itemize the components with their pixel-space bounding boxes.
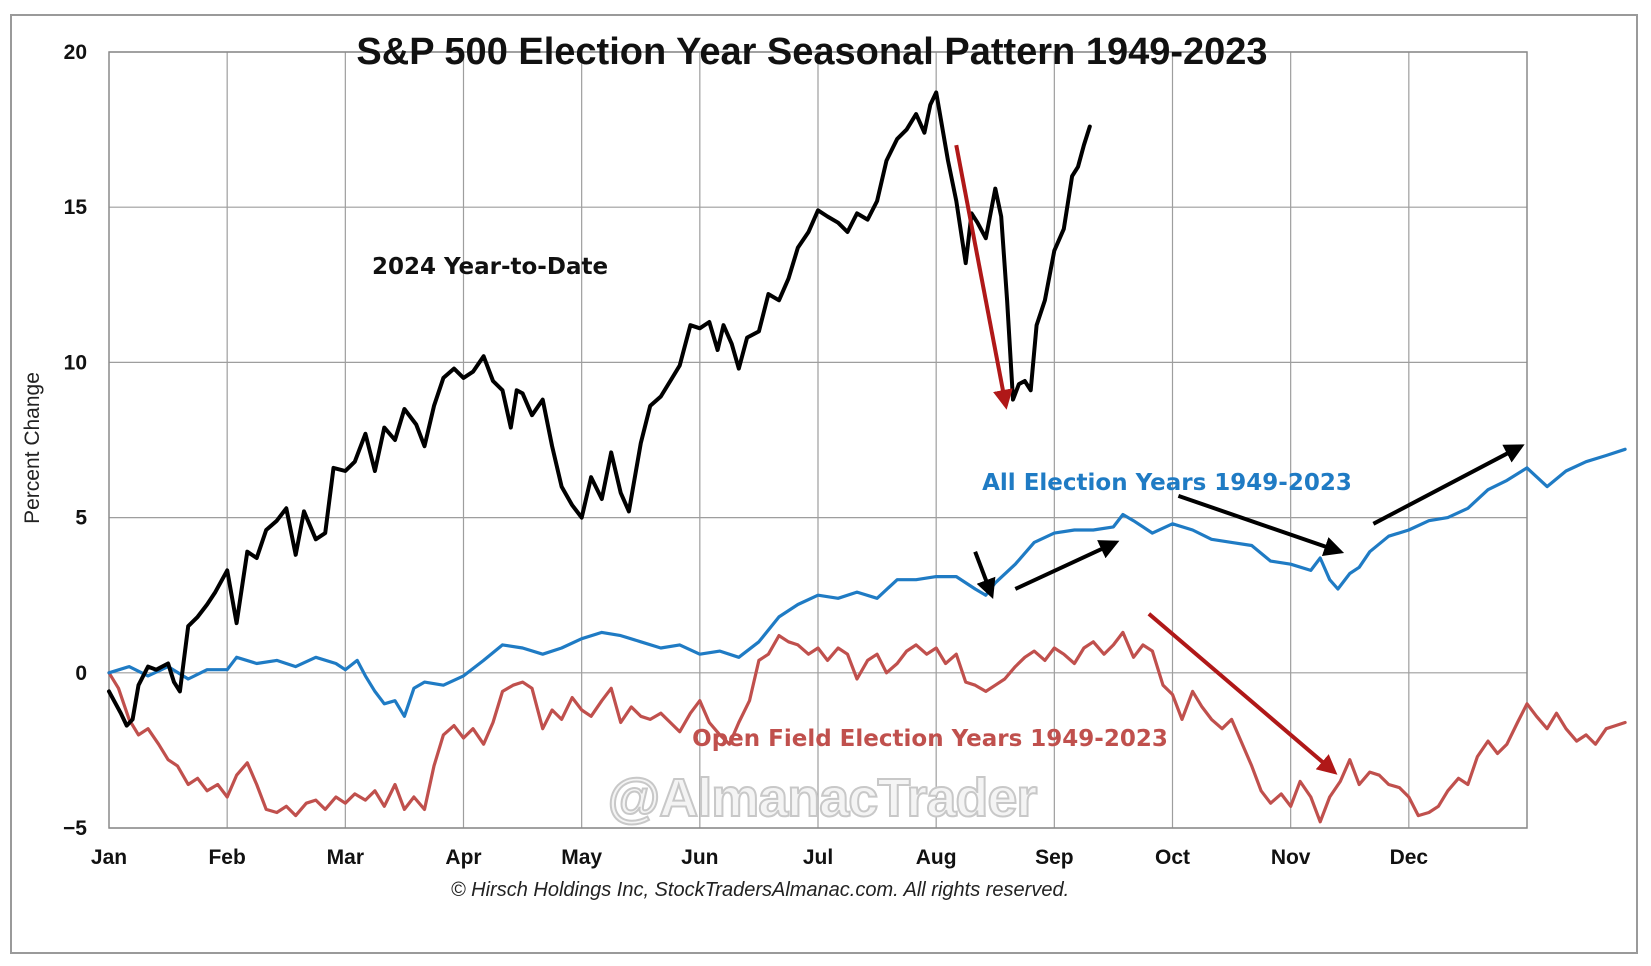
series-label-all-election: All Election Years 1949-2023 [982, 470, 1352, 496]
black-arrow [1372, 444, 1525, 526]
watermark-layer: @AlmanacTrader [607, 767, 1040, 829]
series-label-2024: 2024 Year-to-Date [372, 254, 608, 280]
x-tick-label: Dec [1390, 846, 1429, 869]
y-axis-label: Percent Change [21, 372, 44, 524]
x-tick-label: Aug [916, 846, 957, 869]
watermark-text: @AlmanacTrader [608, 768, 1038, 828]
y-tick-label: −5 [63, 817, 87, 840]
y-tick-label: 15 [64, 196, 88, 219]
grid-layer [108, 51, 1528, 829]
black-arrow [1014, 540, 1120, 591]
x-tick-label: May [561, 846, 602, 869]
red-arrow [1147, 612, 1338, 775]
chart-title: S&P 500 Election Year Seasonal Pattern 1… [356, 31, 1267, 73]
arrow-layer [954, 144, 1525, 775]
black-arrow [973, 551, 996, 599]
x-tick-label: Nov [1271, 846, 1311, 869]
x-tick-label: Apr [445, 846, 481, 869]
x-tick-label: Sep [1035, 846, 1074, 869]
x-tick-label: Jun [681, 846, 718, 869]
series-line-all-election-years [107, 447, 1627, 718]
x-tick-label: Jul [803, 846, 833, 869]
x-tick-label: Jan [91, 846, 127, 869]
red-arrow [954, 144, 1013, 410]
chart-frame: @AlmanacTrader 20 15 10 5 0 −5 Jan Feb Mar Apr May… [10, 14, 1638, 954]
x-tick-label: Feb [208, 846, 245, 869]
series-line-2024-ytd [107, 90, 1092, 728]
series-line-open-field [107, 630, 1627, 824]
black-arrow [1177, 493, 1345, 556]
copyright-footer: © Hirsch Holdings Inc, StockTradersAlman… [451, 879, 1069, 901]
y-tick-label: 10 [64, 351, 87, 374]
x-tick-label: Oct [1155, 846, 1190, 869]
y-tick-label: 0 [75, 662, 87, 685]
label-layer: S&P 500 Election Year Seasonal Pattern 1… [21, 31, 1352, 901]
x-tick-label: Mar [327, 846, 364, 869]
y-tick-label: 5 [75, 507, 87, 530]
y-tick-label: 20 [64, 41, 87, 64]
series-label-open-field: Open Field Election Years 1949-2023 [692, 726, 1168, 752]
series-layer [107, 90, 1627, 824]
plot-border [108, 51, 1528, 829]
